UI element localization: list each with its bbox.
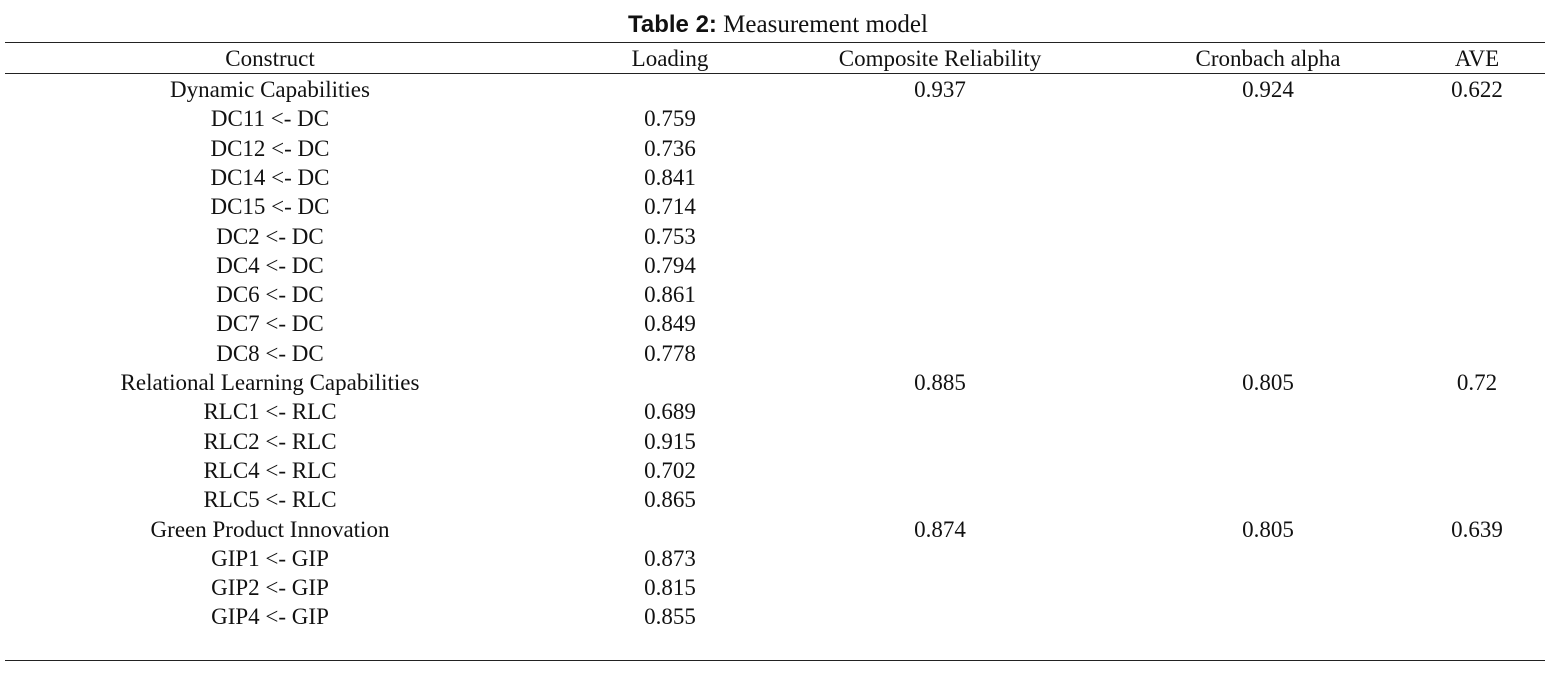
caption-label: Table 2:: [628, 11, 717, 38]
column-header: Composite Reliability: [838, 46, 1042, 71]
loading-cell: 0.794: [644, 252, 696, 278]
column-header: Loading: [631, 46, 709, 71]
loading-cell: 0.778: [644, 340, 696, 366]
construct-cell: GIP1 <- GIP: [211, 545, 329, 571]
construct-cell: DC8 <- DC: [216, 340, 324, 366]
construct-cell: Green Product Innovation: [150, 516, 390, 542]
composite-reliability-cell: 0.885: [914, 370, 966, 395]
loading-cell: 0.689: [644, 399, 696, 425]
construct-cell: Dynamic Capabilities: [170, 77, 370, 102]
cronbach-alpha-cell: 0.805: [1242, 516, 1294, 542]
construct-cell: DC4 <- DC: [216, 252, 324, 278]
caption-title: Measurement model: [723, 11, 928, 38]
cronbach-alpha-cell: 0.805: [1242, 370, 1294, 395]
construct-cell: RLC2 <- RLC: [203, 428, 337, 454]
construct-cell: DC2 <- DC: [216, 223, 324, 249]
composite-reliability-cell: 0.937: [914, 77, 966, 102]
construct-cell: Relational Learning Capabilities: [120, 370, 420, 395]
construct-cell: GIP2 <- GIP: [211, 575, 329, 601]
loading-cell: 0.861: [644, 282, 696, 308]
loading-cell: 0.736: [644, 135, 696, 161]
loading-cell: 0.815: [644, 575, 696, 601]
cronbach-alpha-cell: 0.924: [1242, 77, 1294, 102]
loading-cell: 0.753: [644, 223, 696, 249]
ave-cell: 0.72: [1456, 370, 1498, 395]
loading-cell: 0.841: [644, 164, 696, 190]
loading-cell: 0.873: [644, 545, 696, 571]
column-header: Cronbach alpha: [1195, 46, 1341, 71]
column-header: Construct: [225, 46, 315, 71]
loading-cell: 0.849: [644, 311, 696, 337]
construct-cell: DC15 <- DC: [210, 194, 330, 220]
loading-cell: 0.714: [644, 194, 696, 220]
composite-reliability-cell: 0.874: [914, 516, 966, 542]
loading-cell: 0.865: [644, 487, 696, 513]
construct-cell: GIP4 <- GIP: [211, 604, 329, 630]
loading-cell: 0.759: [644, 106, 696, 132]
column-header: AVE: [1454, 46, 1500, 71]
construct-cell: DC11 <- DC: [210, 106, 330, 132]
construct-cell: DC7 <- DC: [216, 311, 324, 337]
ave-cell: 0.639: [1451, 516, 1503, 542]
construct-cell: RLC5 <- RLC: [203, 487, 337, 513]
construct-cell: RLC1 <- RLC: [203, 399, 337, 425]
loading-cell: 0.855: [644, 604, 696, 630]
bottom-rule: [5, 660, 1545, 661]
ave-cell: 0.622: [1451, 77, 1503, 102]
construct-cell: RLC4 <- RLC: [203, 457, 337, 483]
top-rule: [5, 42, 1545, 43]
construct-cell: DC12 <- DC: [210, 135, 330, 161]
loading-cell: 0.915: [644, 428, 696, 454]
construct-cell: DC6 <- DC: [216, 282, 324, 308]
table-caption: Table 2: Measurement model: [0, 10, 1556, 40]
header-rule: [5, 73, 1545, 74]
construct-cell: DC14 <- DC: [210, 164, 330, 190]
loading-cell: 0.702: [644, 457, 696, 483]
